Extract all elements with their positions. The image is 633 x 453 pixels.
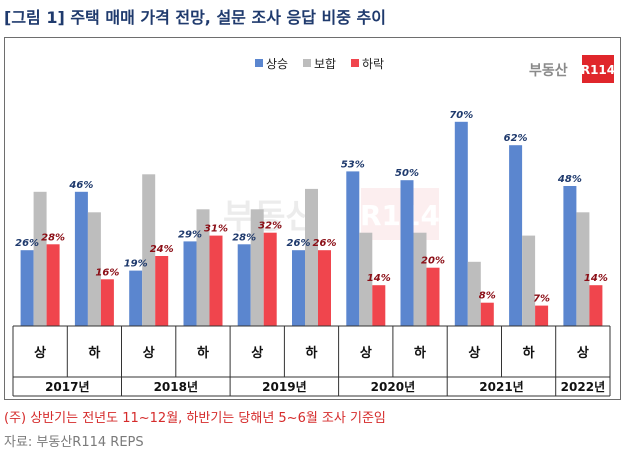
bar-3-6 — [318, 250, 331, 326]
bar-3-8 — [426, 267, 440, 326]
group-label-6: 2022년 — [561, 380, 605, 394]
category-label-3: 상 — [143, 346, 155, 361]
group-label-4: 2020년 — [371, 380, 415, 394]
data-label-1-5: 28% — [232, 232, 256, 243]
data-label-1-4: 29% — [178, 229, 202, 240]
bar-3-7 — [372, 285, 386, 326]
category-label-11: 상 — [577, 346, 589, 361]
legend-label-2: 보합 — [314, 57, 336, 71]
logo-text: 부동산 — [529, 62, 568, 79]
category-label-5: 상 — [251, 346, 263, 361]
data-label-3-2: 16% — [95, 267, 119, 278]
bar-2-3 — [142, 174, 156, 326]
bar-3-10 — [535, 305, 549, 326]
watermark-text: 부동산 — [223, 197, 317, 237]
bar-2-7 — [359, 232, 373, 326]
logo: 부동산 R114 — [529, 55, 615, 83]
bar-3-5 — [263, 232, 277, 326]
footnote: (주) 상반기는 전년도 11~12월, 하반기는 당해년 5~6월 조사 기준… — [4, 411, 386, 426]
bar-2-1 — [33, 191, 47, 326]
x-axis: 상 하 상 하 상 하 상 하 상 하 상 2017년 2018년 2019년 2020년 2021년 2022… — [12, 325, 611, 397]
category-label-9: 상 — [468, 346, 480, 361]
bar-2-8 — [413, 232, 427, 326]
logo-badge — [582, 55, 614, 83]
legend: 상승 보합 하락 — [255, 57, 384, 71]
data-label-1-2: 46% — [68, 180, 93, 191]
bar-1-11 — [563, 186, 577, 326]
bar-2-11 — [576, 212, 590, 327]
watermark-logo: 부동산 R114 — [223, 188, 440, 240]
data-label-1-10: 62% — [504, 133, 528, 144]
group-label-2: 2018년 — [154, 380, 198, 394]
data-label-3-8: 20% — [421, 256, 445, 267]
watermark-badge-text: R114 — [360, 199, 440, 232]
bar-2-2 — [87, 212, 101, 327]
data-label-3-10: 7% — [533, 294, 550, 305]
bar-3-4 — [209, 235, 223, 326]
data-labels: 26%28%46%16%19%24%29%31%28%32%26% 26%53%1… — [15, 110, 608, 305]
bar-3-11 — [589, 285, 603, 326]
source-text: 자료: 부동산R114 REPS — [4, 435, 144, 450]
legend-swatch-3 — [351, 59, 359, 67]
data-label-3-11: 14% — [584, 273, 608, 284]
data-label-3-9: 8% — [479, 291, 496, 302]
data-label-3-6: 26% — [313, 238, 337, 249]
data-label-3-5: 32% — [258, 221, 282, 232]
data-label-1-11: 48% — [557, 174, 582, 185]
bar-2-10 — [522, 235, 536, 326]
data-label-1-6: 26% — [287, 238, 311, 249]
data-label-3-1: 28% — [41, 232, 65, 243]
legend-swatch-1 — [255, 59, 263, 67]
bar-2-9 — [467, 261, 481, 326]
bar-3-2 — [100, 279, 114, 326]
data-label-1-1: 26% — [15, 238, 39, 249]
bar-2-6 — [305, 188, 318, 326]
data-label-1-7: 53% — [341, 159, 365, 170]
group-label-5: 2021년 — [479, 380, 523, 394]
data-label-1-9: 70% — [449, 110, 473, 121]
bar-3-1 — [46, 244, 60, 326]
bar-1-5 — [237, 244, 251, 326]
bar-1-4 — [183, 241, 197, 326]
category-label-4: 하 — [197, 345, 209, 361]
legend-swatch-2 — [303, 59, 311, 67]
bar-2-5 — [250, 209, 264, 326]
bar-3-9 — [480, 302, 494, 326]
bars — [20, 121, 603, 327]
bar-1-10 — [509, 145, 523, 326]
legend-label-1: 상승 — [266, 57, 288, 71]
category-label-8: 하 — [414, 345, 426, 361]
category-label-10: 하 — [523, 345, 535, 361]
category-label-6: 하 — [306, 345, 318, 361]
bar-1-9 — [454, 121, 468, 326]
data-label-1-3: 19% — [124, 259, 148, 270]
category-label-1: 상 — [34, 346, 46, 361]
chart-frame: 부동산 R114 상승 보합 하락 부동산 R114 26% 28% 46% 16% 19%… — [4, 37, 621, 400]
data-label-3-3: 24% — [150, 244, 174, 255]
bar-2-4 — [196, 209, 210, 326]
chart-title: [그림 1] 주택 매매 가격 전망, 설문 조사 응답 비중 추이 — [4, 8, 386, 27]
bar-1-2 — [74, 191, 88, 326]
category-label-7: 상 — [360, 346, 372, 361]
bar-3-3 — [155, 256, 169, 326]
group-label-3: 2019년 — [262, 380, 306, 394]
category-label-2: 하 — [88, 345, 100, 361]
bar-1-8 — [400, 180, 414, 326]
watermark-badge — [361, 188, 439, 240]
group-label-1: 2017년 — [45, 380, 89, 394]
logo-badge-text: R114 — [581, 63, 615, 77]
bar-chart: 부동산 R114 상승 보합 하락 부동산 R114 26%28%46%16%19%… — [12, 55, 615, 397]
data-label-3-7: 14% — [367, 273, 391, 284]
data-label-3-4: 31% — [204, 224, 228, 235]
legend-label-3: 하락 — [362, 57, 384, 71]
bar-1-1 — [20, 250, 34, 326]
bar-1-6 — [292, 250, 305, 326]
data-label-1-8: 50% — [395, 168, 419, 179]
bar-1-7 — [346, 171, 360, 326]
bar-1-3 — [129, 270, 143, 326]
